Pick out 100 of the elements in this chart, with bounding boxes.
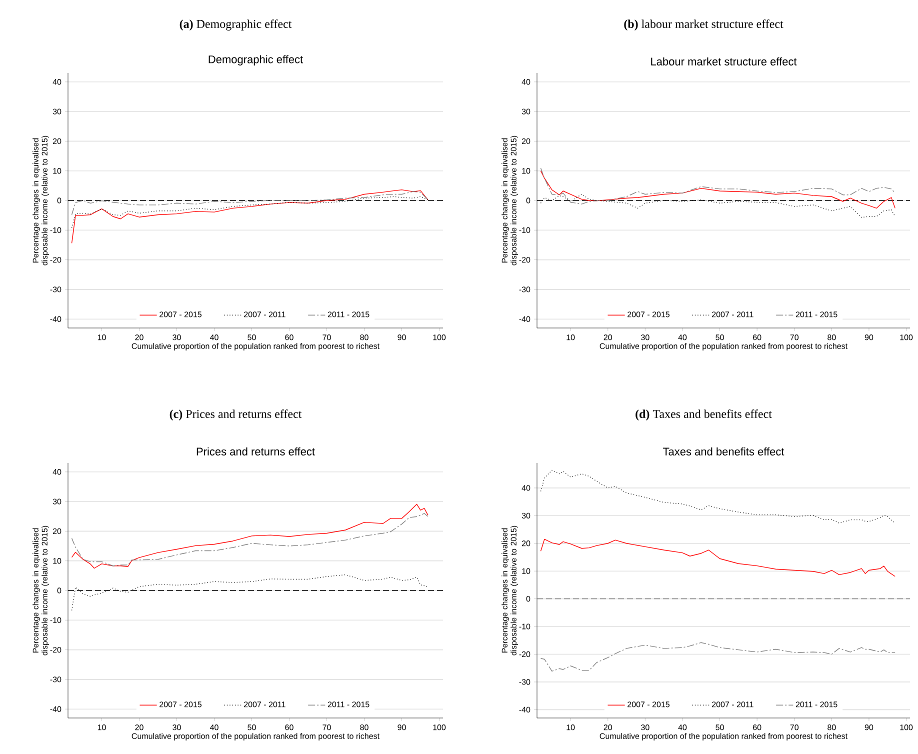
- x-tick-label: 100: [900, 334, 913, 340]
- x-tick-label: 20: [135, 334, 144, 340]
- x-tick-label: 50: [248, 724, 256, 730]
- x-tick-label: 100: [433, 724, 446, 730]
- x-tick-label: 100: [433, 334, 446, 340]
- x-tick-label: 10: [98, 334, 106, 340]
- y-tick-label: 0: [526, 596, 530, 602]
- y-tick-label: 20: [52, 528, 62, 534]
- y-tick-label: 0: [57, 198, 62, 204]
- x-tick-label: 70: [322, 334, 331, 340]
- x-tick-label: 80: [360, 334, 368, 340]
- y-tick-label: 40: [522, 79, 530, 85]
- x-tick-label: 20: [604, 724, 612, 730]
- y-tick-label: 40: [522, 485, 530, 491]
- legend-label: 2007 - 2011: [244, 312, 286, 318]
- x-tick-label: 60: [285, 724, 294, 730]
- x-tick-label: 90: [398, 724, 406, 730]
- x-tick-label: 50: [716, 334, 724, 340]
- x-tick-label: 70: [790, 334, 799, 340]
- y-tick-label: -40: [50, 706, 62, 712]
- y-tick-label: 30: [52, 498, 62, 504]
- x-tick-label: 80: [360, 724, 368, 730]
- y-tick-label: 20: [52, 138, 62, 144]
- legend-label: 2007 - 2015: [160, 312, 202, 318]
- y-tick-label: 10: [522, 168, 530, 174]
- y-tick-label: -10: [50, 227, 62, 233]
- x-tick-label: 30: [172, 334, 181, 340]
- legend-label: 2007 - 2015: [628, 702, 670, 708]
- y-tick-label: 0: [526, 198, 530, 204]
- x-tick-label: 50: [248, 334, 256, 340]
- x-tick-label: 40: [678, 724, 687, 730]
- chart-title: (d) Taxes and benefits effect: [636, 409, 772, 420]
- y-tick-label: -30: [519, 679, 530, 685]
- y-tick-label: 10: [53, 168, 62, 174]
- y-tick-label: 30: [522, 108, 530, 114]
- x-axis-title: Cumulative proportion of the population ranked from poorest to richest: [132, 343, 380, 351]
- x-tick-label: 10: [98, 724, 106, 730]
- x-tick-label: 30: [641, 724, 650, 730]
- x-tick-label: 80: [828, 724, 836, 730]
- x-tick-label: 60: [753, 724, 762, 730]
- legend-label: 2011 - 2015: [328, 312, 370, 318]
- y-tick-label: -20: [519, 256, 530, 263]
- y-tick-label: -10: [519, 227, 530, 233]
- y-tick-label: 30: [52, 108, 62, 114]
- line-series: [71, 504, 428, 569]
- legend-label: 2007 - 2011: [712, 312, 754, 318]
- x-tick-label: 80: [828, 334, 836, 340]
- chart-subtitle: Prices and returns effect: [196, 447, 315, 456]
- x-tick-label: 50: [716, 724, 724, 730]
- legend-label: 2011 - 2015: [796, 312, 838, 318]
- x-axis-title: Cumulative proportion of the population ranked from poorest to richest: [600, 343, 848, 351]
- line-series: [540, 538, 896, 577]
- line-series: [71, 189, 428, 244]
- y-tick-label: -10: [519, 624, 530, 630]
- x-axis-title: Cumulative proportion of the population ranked from poorest to richest: [132, 733, 380, 741]
- chart-title: (c) Prices and returns effect: [170, 409, 302, 420]
- legend-label: 2007 - 2011: [712, 702, 754, 708]
- x-tick-label: 40: [210, 724, 218, 730]
- y-tick-label: -30: [50, 676, 62, 682]
- chart-subtitle: Labour market structure effect: [651, 57, 797, 66]
- x-tick-label: 30: [172, 724, 181, 730]
- y-tick-label: -10: [50, 617, 62, 623]
- line-series: [540, 642, 896, 672]
- x-tick-label: 90: [398, 334, 406, 340]
- y-tick-label: -20: [50, 646, 62, 653]
- x-tick-label: 20: [604, 334, 612, 340]
- y-tick-label: 40: [52, 469, 62, 475]
- x-tick-label: 40: [210, 334, 218, 340]
- y-tick-label: 20: [522, 138, 530, 144]
- y-tick-label: 0: [57, 588, 62, 594]
- y-tick-label: 20: [522, 540, 530, 546]
- y-tick-label: -40: [519, 316, 530, 322]
- x-tick-label: 30: [641, 334, 650, 340]
- x-tick-label: 10: [566, 334, 575, 340]
- legend-label: 2011 - 2015: [328, 702, 370, 708]
- chart-title: (b) labour market structure effect: [624, 19, 784, 30]
- x-tick-label: 60: [753, 334, 762, 340]
- legend-label: 2007 - 2011: [244, 702, 286, 708]
- y-tick-label: -40: [519, 706, 530, 713]
- line-series: [540, 470, 896, 524]
- legend-label: 2007 - 2015: [628, 312, 670, 318]
- y-tick-label: 10: [53, 558, 62, 564]
- y-tick-label: 30: [522, 512, 530, 518]
- x-tick-label: 20: [135, 724, 144, 730]
- x-tick-label: 100: [900, 724, 913, 730]
- y-axis-title: Percentage changes in equivalised disposable income (relative to 2015): [32, 136, 50, 266]
- y-axis-title: Percentage changes in equivalised disposable income (relative to 2015): [502, 136, 518, 266]
- y-tick-label: -40: [50, 316, 62, 322]
- legend-label: 2011 - 2015: [796, 702, 838, 708]
- chart-subtitle: Demographic effect: [208, 55, 304, 66]
- x-tick-label: 60: [285, 334, 294, 340]
- y-tick-label: 10: [522, 568, 530, 574]
- legend-label: 2007 - 2015: [160, 702, 202, 708]
- y-tick-label: -30: [50, 286, 62, 292]
- y-axis-title: Percentage changes in equivalised disposable income (relative to 2015): [502, 526, 518, 656]
- x-tick-label: 70: [790, 724, 799, 730]
- chart-title: (a) Demographic effect: [180, 19, 292, 31]
- y-tick-label: 40: [52, 79, 62, 85]
- x-tick-label: 90: [864, 724, 874, 730]
- y-tick-label: -30: [519, 286, 530, 292]
